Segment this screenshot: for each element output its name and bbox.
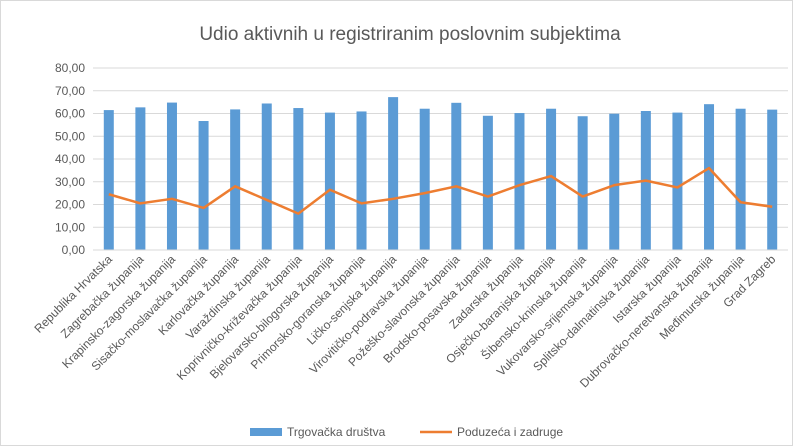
y-tick-label: 70,00 [55,84,85,98]
bar [324,112,335,250]
legend-swatch [250,428,282,436]
y-tick-label: 60,00 [55,107,85,121]
y-tick-label: 30,00 [55,175,85,189]
bar [704,104,715,250]
bar [293,108,304,250]
bar [230,109,241,250]
bar [514,113,525,250]
bar [609,113,620,250]
bar [135,107,146,250]
y-tick-label: 80,00 [55,61,85,75]
y-tick-label: 50,00 [55,129,85,143]
bar [356,111,367,250]
bar [735,108,746,250]
bar [198,121,209,250]
bar [419,108,430,250]
bar [388,97,399,251]
chart-title: Udio aktivnih u registriranim poslovnim … [199,24,621,45]
bar [261,103,272,251]
bar [546,108,557,250]
y-tick-label: 0,00 [62,243,86,257]
bar [672,112,683,250]
legend-label: Trgovačka društva [287,425,386,439]
bar [767,109,778,250]
bar [166,102,177,250]
bar [451,102,462,251]
y-tick-label: 40,00 [55,152,85,166]
y-tick-label: 20,00 [55,198,85,212]
y-tick-label: 10,00 [55,220,85,234]
legend-label: Poduzeća i zadruge [457,425,563,439]
bar [482,115,493,251]
line [108,166,773,215]
bar [103,110,114,251]
bar [577,116,588,250]
